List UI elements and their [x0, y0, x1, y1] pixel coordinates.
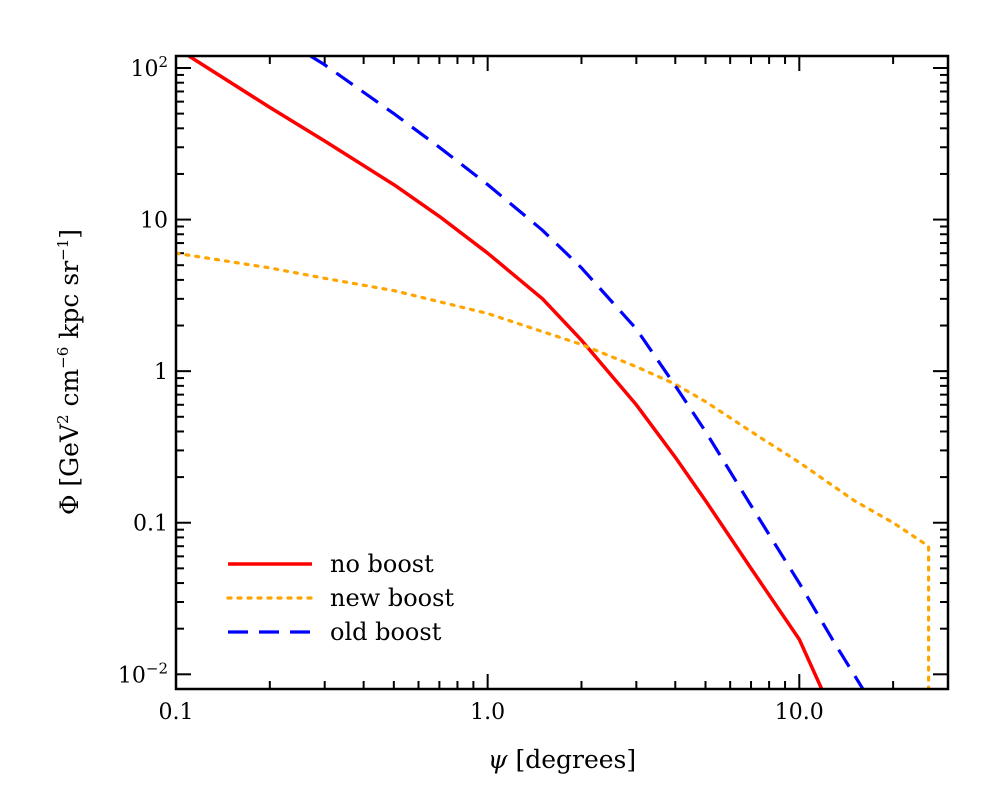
y-tick-label: 10	[140, 209, 168, 234]
x-tick-label: 1.0	[470, 700, 505, 725]
y-axis-title: Φ [GeV2 cm−6 kpc sr−1]	[54, 229, 84, 515]
legend: no boost new boost old boost	[226, 550, 454, 646]
x-tick-label: 0.1	[159, 700, 194, 725]
x-tick-labels: 0.1 1.0 10.0	[159, 700, 824, 725]
y-tick-label: 10−2	[118, 659, 168, 688]
y-tick-label: 1	[154, 360, 168, 385]
legend-label-new-boost: new boost	[330, 584, 454, 612]
series-line-new-boost	[176, 251, 931, 689]
series-line-no-boost	[187, 56, 824, 689]
y-tick-label: 102	[130, 53, 168, 82]
x-axis-title: ψ [degrees]	[488, 745, 636, 774]
legend-label-no-boost: no boost	[330, 550, 434, 578]
y-tick-labels: 102 10 1 0.1 10−2	[118, 53, 168, 688]
series-line-old-boost	[309, 56, 865, 689]
series-layer	[176, 56, 931, 689]
axis-ticks	[175, 56, 949, 689]
y-tick-label: 0.1	[133, 512, 168, 537]
legend-label-old-boost: old boost	[330, 618, 442, 646]
x-tick-label: 10.0	[775, 700, 824, 725]
plot-frame	[174, 54, 950, 691]
